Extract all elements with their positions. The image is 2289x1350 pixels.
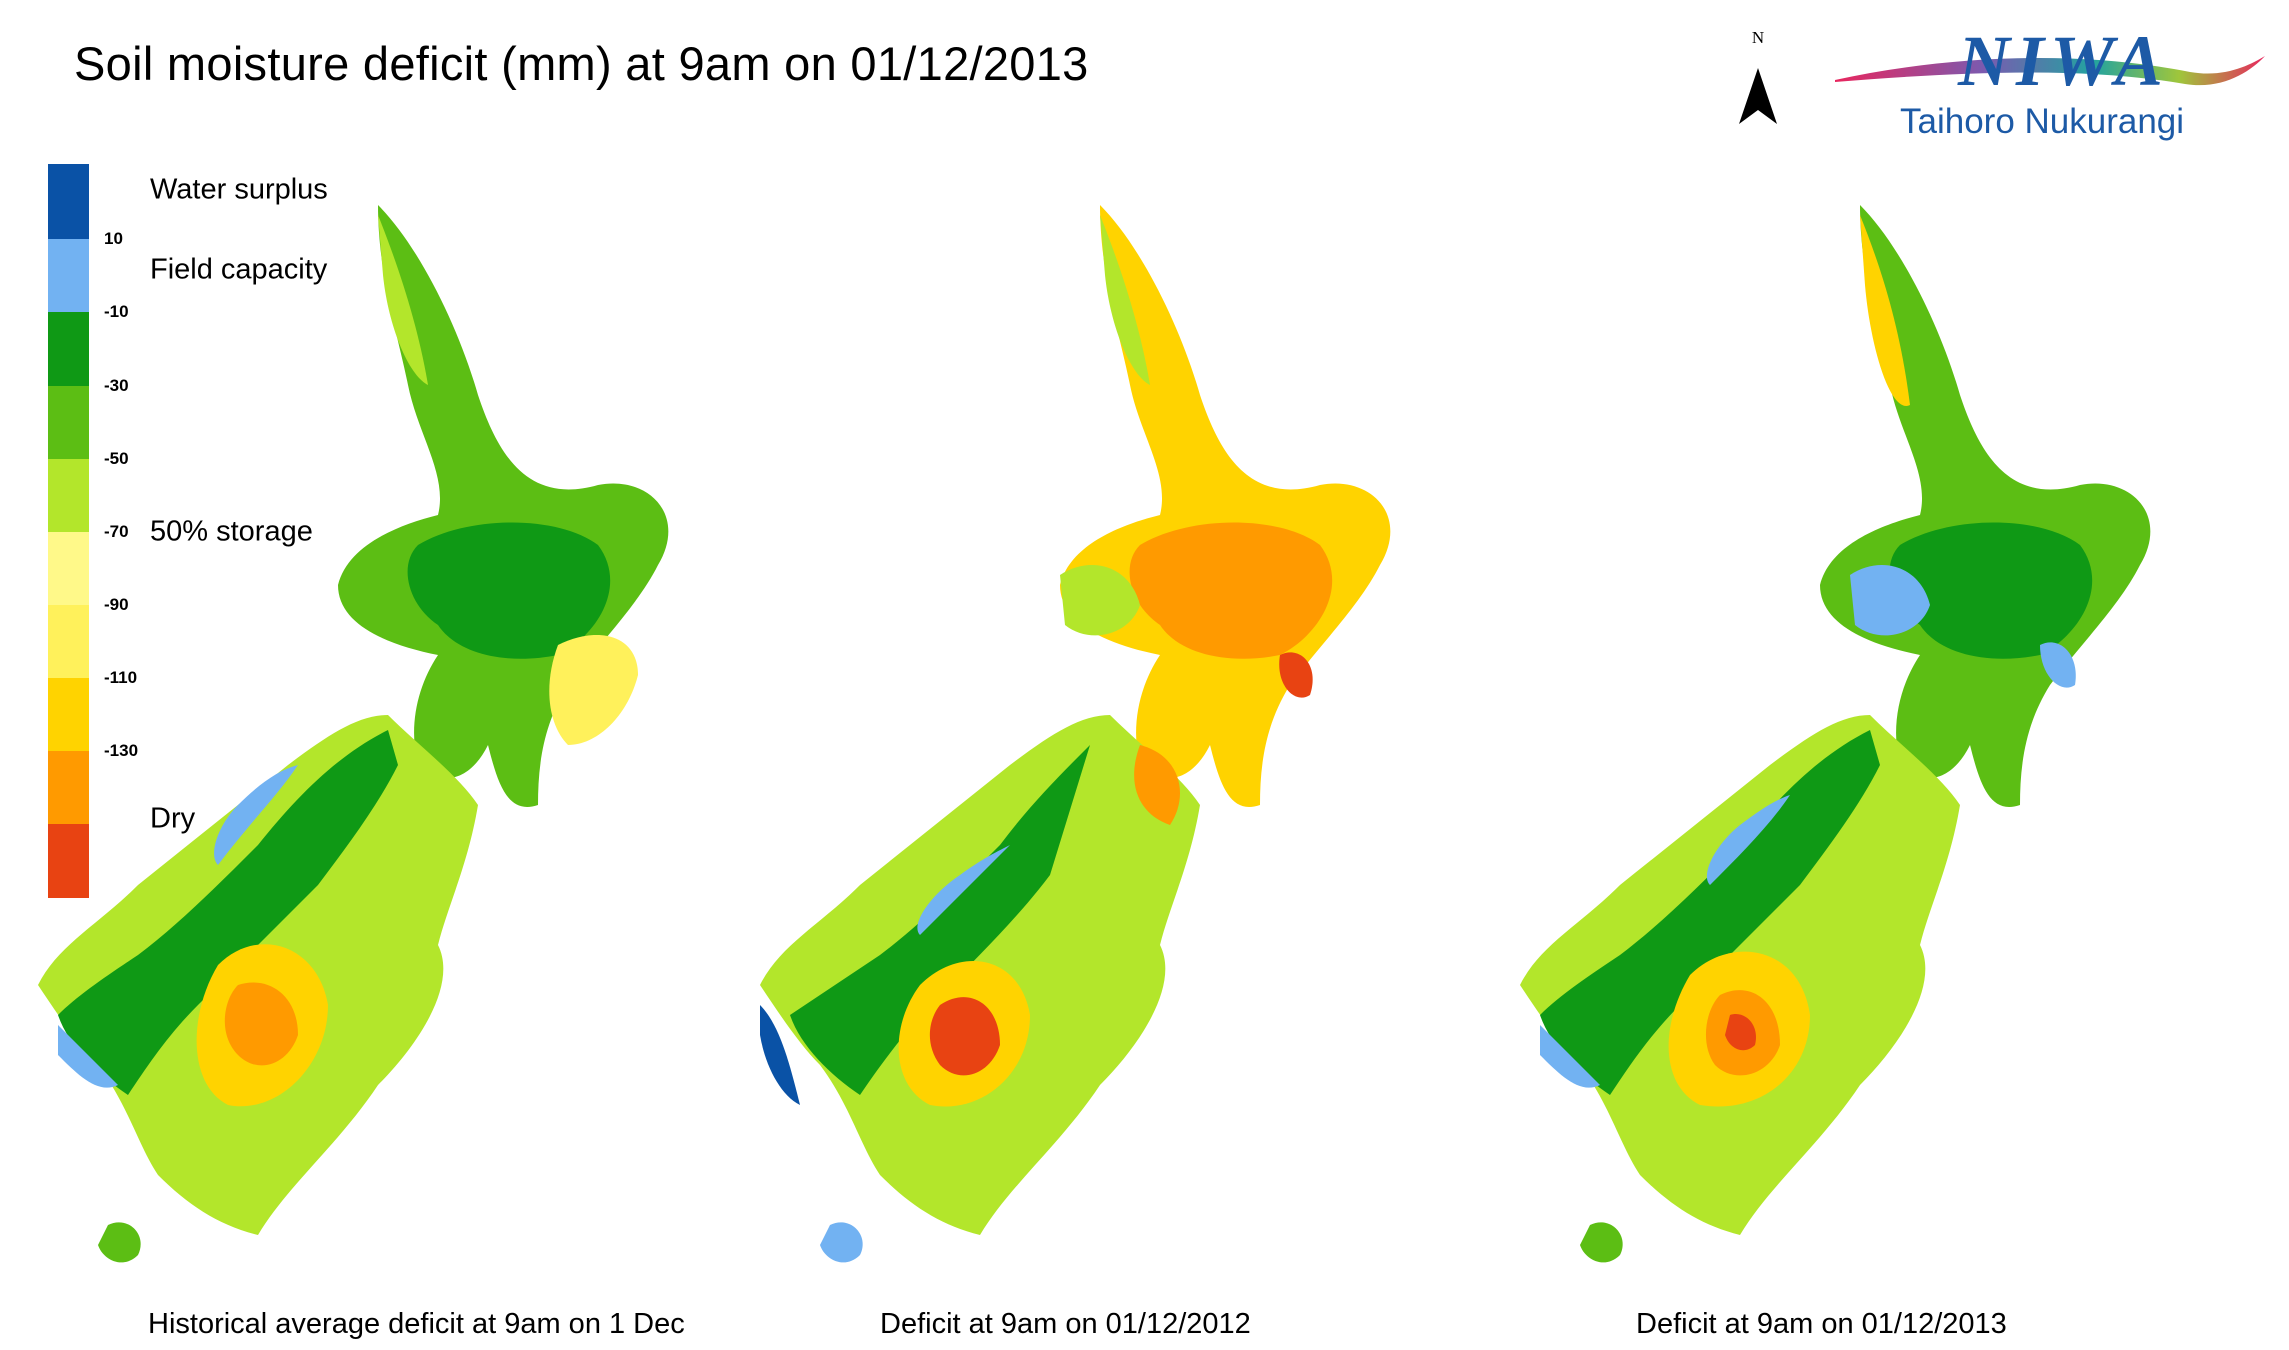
caption-2013: Deficit at 9am on 01/12/2013: [1636, 1308, 2007, 1340]
stewart-island: [98, 1222, 141, 1263]
legend-swatch: [48, 239, 89, 312]
legend-swatch: [48, 824, 89, 898]
north-island: [1820, 205, 2151, 807]
map-2012: [760, 205, 1391, 1263]
niwa-logo: NIWA Taihoro Nukurangi: [1830, 20, 2270, 150]
stewart-island: [820, 1222, 863, 1263]
legend-swatch: [48, 678, 89, 751]
south-island: [760, 715, 1200, 1235]
south-island: [1520, 715, 1960, 1235]
legend-tick: -70: [104, 522, 129, 541]
legend-tick: -110: [104, 668, 138, 687]
north-arrow-icon: [1739, 68, 1777, 124]
legend-swatch: [48, 605, 89, 678]
niwa-tagline: Taihoro Nukurangi: [1900, 102, 2185, 141]
legend-swatch: [48, 312, 89, 386]
north-label: N: [1751, 28, 1765, 47]
legend-label-dry: Dry: [150, 802, 196, 835]
legend-tick: -50: [104, 449, 129, 468]
caption-2012: Deficit at 9am on 01/12/2012: [880, 1308, 1251, 1340]
niwa-wordmark: NIWA: [1958, 21, 2169, 101]
legend-swatch: [48, 751, 89, 824]
north-arrow: N: [1735, 28, 1781, 128]
legend-tick: -90: [104, 595, 129, 614]
legend-label-half-storage: 50% storage: [150, 515, 313, 548]
south-island: [38, 715, 478, 1235]
niwa-swoosh-icon: [1835, 56, 2265, 86]
map-historical-average: [38, 205, 669, 1263]
legend-label-water-surplus: Water surplus: [150, 173, 328, 206]
north-island: [1060, 205, 1391, 807]
legend-swatch: [48, 459, 89, 532]
legend-tick: -30: [104, 376, 129, 395]
north-island: [338, 205, 669, 807]
color-legend: 10 -10 -30 -50 -70 -90 -110 -130 Water s…: [48, 164, 368, 898]
legend-swatch: [48, 164, 89, 239]
map-2013: [1520, 205, 2151, 1263]
legend-tick: 10: [104, 229, 123, 248]
legend-swatch: [48, 386, 89, 459]
caption-historical: Historical average deficit at 9am on 1 D…: [148, 1308, 685, 1340]
legend-tick: -130: [104, 741, 139, 760]
legend-tick: -10: [104, 302, 129, 321]
legend-swatch: [48, 532, 89, 605]
legend-label-field-capacity: Field capacity: [150, 253, 328, 286]
stewart-island: [1580, 1222, 1623, 1263]
page-title: Soil moisture deficit (mm) at 9am on 01/…: [74, 37, 1089, 90]
